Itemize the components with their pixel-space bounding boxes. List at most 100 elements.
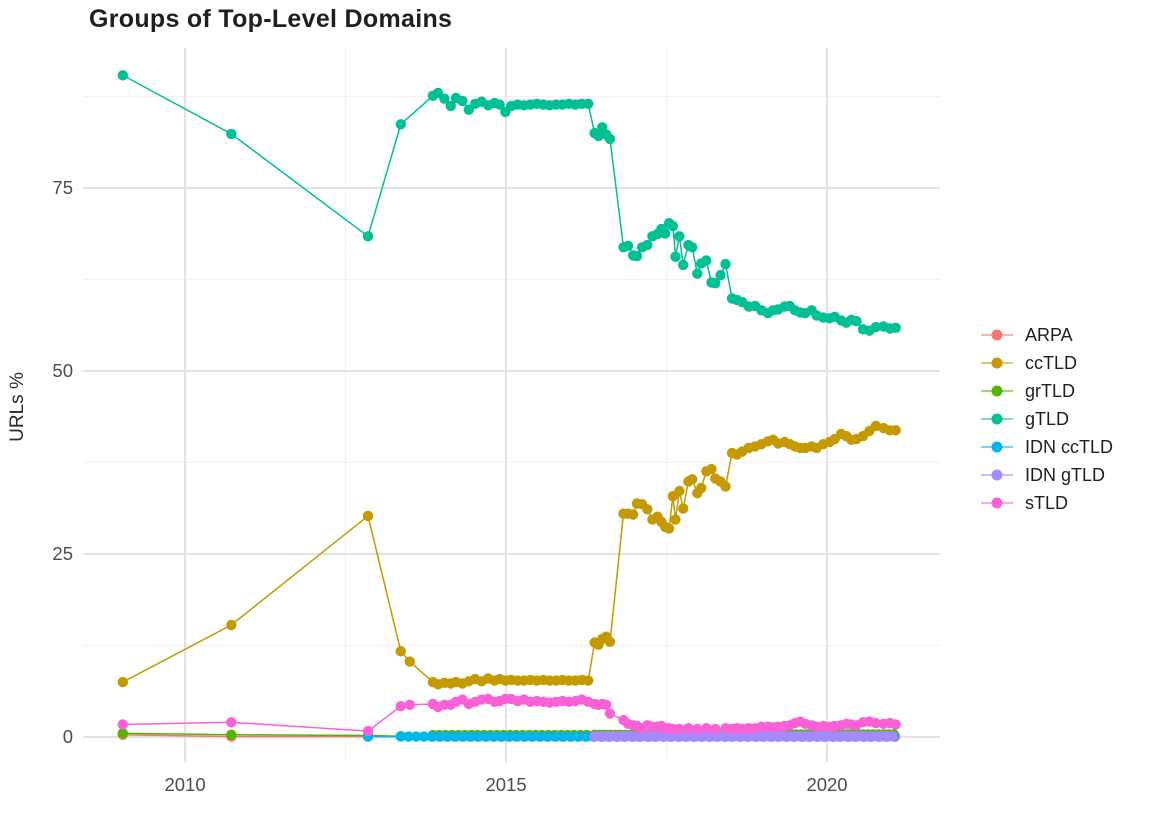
data-point: [678, 259, 689, 271]
legend-label: grTLD: [1025, 380, 1076, 401]
legend-key-icon: [979, 384, 1015, 398]
data-point: [887, 731, 898, 742]
data-point: [488, 731, 499, 742]
data-point: [583, 675, 594, 686]
data-point: [670, 514, 681, 525]
data-point: [706, 463, 717, 475]
data-point: [404, 699, 415, 710]
data-point: [395, 646, 406, 657]
data-point: [549, 731, 560, 742]
data-point: [526, 731, 537, 742]
data-point: [362, 725, 374, 737]
data-point: [670, 251, 681, 262]
series-idn-gtld: [589, 731, 898, 742]
x-axis-ticks: 2010 2015 2020: [164, 774, 847, 795]
legend-label: IDN gTLD: [1025, 464, 1106, 485]
legend-key-icon: [979, 468, 1015, 482]
data-point: [445, 100, 456, 112]
y-tick-label: 75: [52, 177, 73, 198]
chart-title: Groups of Top-Level Domains: [89, 5, 453, 33]
series-gtld: [117, 70, 901, 336]
legend-label: ccTLD: [1025, 352, 1078, 373]
data-point: [715, 269, 726, 281]
data-point: [683, 723, 694, 734]
data-point: [362, 231, 374, 242]
grid-major: [83, 48, 940, 762]
data-point: [541, 731, 553, 742]
legend-item-stld: sTLD: [979, 489, 1113, 517]
data-point: [457, 95, 468, 107]
data-point: [480, 731, 491, 742]
y-tick-label: 0: [63, 726, 73, 747]
legend-item-gtld: gTLD: [979, 405, 1113, 433]
data-point: [710, 723, 721, 735]
data-point: [604, 708, 616, 719]
data-point: [583, 98, 594, 110]
legend-key-icon: [979, 440, 1015, 454]
data-point: [226, 717, 237, 728]
data-point: [464, 731, 476, 742]
data-point: [395, 119, 406, 130]
legend-key-icon: [979, 328, 1015, 342]
data-point: [457, 731, 468, 742]
data-point: [890, 719, 901, 730]
data-point: [674, 231, 685, 242]
legend-item-arpa: ARPA: [979, 321, 1113, 349]
data-point: [518, 731, 530, 742]
data-point: [701, 723, 712, 734]
data-point: [534, 731, 545, 742]
data-point: [565, 731, 576, 742]
legend-item-cctld: ccTLD: [979, 349, 1113, 377]
data-point: [674, 485, 685, 497]
legend-label: IDN ccTLD: [1025, 436, 1114, 457]
data-point: [362, 510, 374, 522]
data-point: [439, 93, 450, 104]
data-point: [720, 481, 731, 492]
data-point: [642, 239, 653, 251]
data-point: [580, 731, 591, 742]
data-point: [663, 523, 675, 534]
series-cctld: [117, 420, 901, 690]
data-point: [395, 731, 406, 742]
legend-item-idn-gtld: IDN gTLD: [979, 461, 1113, 489]
data-point: [631, 250, 643, 262]
grid-minor: [83, 48, 940, 762]
data-point: [503, 731, 514, 742]
x-tick-label: 2020: [806, 774, 847, 795]
data-point: [411, 731, 422, 742]
data-point: [604, 133, 616, 145]
data-point: [692, 268, 703, 279]
y-tick-label: 50: [52, 360, 73, 381]
data-point: [494, 99, 505, 110]
data-point: [495, 731, 507, 742]
x-tick-label: 2010: [164, 774, 205, 795]
data-point: [511, 731, 522, 742]
legend-label: sTLD: [1025, 492, 1069, 513]
data-point: [674, 723, 685, 735]
legend-key-icon: [979, 356, 1015, 370]
data-point: [418, 731, 430, 742]
data-point: [678, 503, 689, 514]
data-point: [622, 240, 634, 251]
data-point: [434, 731, 445, 742]
data-point: [870, 321, 881, 333]
data-point: [441, 731, 453, 742]
y-axis-ticks: 0 25 50 75: [52, 177, 73, 747]
data-point: [226, 729, 237, 740]
data-point: [449, 731, 460, 742]
data-point: [667, 220, 679, 232]
data-point: [687, 242, 698, 253]
data-point: [627, 509, 639, 520]
data-point: [710, 278, 721, 289]
data-point: [660, 228, 671, 239]
data-point: [593, 130, 604, 142]
data-point: [226, 128, 237, 140]
data-point: [701, 255, 712, 266]
data-point: [601, 699, 612, 710]
data-point: [890, 322, 901, 333]
data-point: [117, 728, 128, 739]
legend: ARPA ccTLD grTLD gTLD IDN ccTLD IDN gTLD sTLD: [979, 321, 1113, 517]
data-point: [642, 504, 653, 515]
legend-label: ARPA: [1025, 324, 1073, 345]
